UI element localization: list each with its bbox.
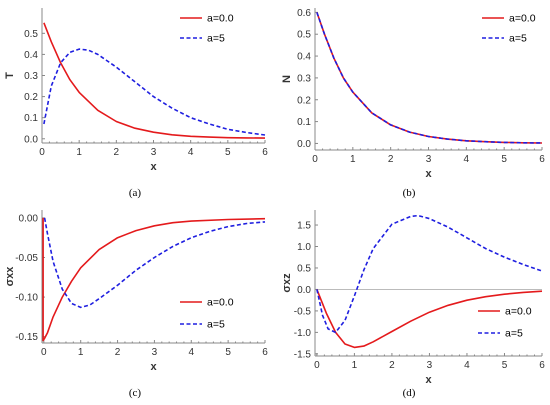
y-tick-label: 0.1 [24, 113, 38, 124]
y-tick-label: 0.1 [297, 117, 311, 128]
x-tick-label: 3 [152, 347, 158, 358]
series-line-a0 [43, 22, 266, 139]
x-axis-label: x [425, 168, 432, 180]
series-line-a5 [316, 214, 543, 334]
y-axis-label: σxx [4, 266, 16, 287]
legend-label: a=0.0 [509, 13, 536, 25]
y-tick-label: -0.05 [15, 253, 38, 264]
x-tick-label: 4 [464, 360, 470, 371]
x-tick-label: 6 [539, 360, 545, 371]
x-tick-label: 0 [41, 347, 47, 358]
chart-panel-b: 0 1 2 3 4 5 6 0.0 0.1 0.2 0.3 0.4 0.5 0.6 x Na=0.0 a=5 (b… [281, 8, 545, 199]
x-tick-label: 2 [389, 360, 395, 371]
y-tick-label: 0.3 [24, 71, 38, 82]
x-tick-label: 0 [314, 360, 320, 371]
chart-panel-a: 0 1 2 3 4 5 6 0.0 0.1 0.2 0.3 0.4 0.5 x Ta=0.0 a=5 (a) [4, 8, 268, 199]
x-tick-label: 0 [312, 154, 318, 165]
y-tick-label: 0.5 [297, 30, 311, 41]
x-tick-label: 1 [76, 147, 82, 158]
x-tick-label: 1 [352, 360, 358, 371]
x-tick-label: 3 [427, 360, 433, 371]
legend-label: a=0.0 [207, 13, 234, 25]
y-tick-label: 0.0 [297, 285, 311, 296]
y-tick-label: -1.5 [294, 349, 312, 360]
y-tick-label: 0.0 [297, 139, 311, 150]
y-tick-label: 0.00 [19, 213, 39, 224]
legend-label: a=5 [505, 328, 523, 340]
y-tick-label: -1.0 [294, 328, 312, 339]
x-tick-label: 0 [39, 147, 45, 158]
panel-caption: (b) [403, 187, 416, 199]
y-tick-label: 0.3 [297, 73, 311, 84]
x-axis-label: x [425, 374, 432, 386]
x-tick-label: 6 [539, 154, 545, 165]
panel-caption: (d) [403, 387, 416, 399]
y-tick-label: 0.2 [297, 95, 311, 106]
x-tick-label: 3 [426, 154, 432, 165]
x-tick-label: 6 [262, 147, 268, 158]
legend-label: a=5 [207, 33, 225, 45]
x-tick-label: 4 [464, 154, 470, 165]
x-tick-label: 6 [262, 347, 268, 358]
y-tick-label: 0.0 [24, 134, 38, 145]
panel-caption: (a) [129, 187, 142, 199]
x-tick-label: 1 [78, 347, 84, 358]
series-line-a5 [43, 48, 266, 136]
y-tick-label: 1.0 [297, 242, 311, 253]
y-tick-label: 0.5 [24, 29, 38, 40]
y-axis-label: N [281, 75, 293, 83]
x-tick-label: 2 [114, 147, 120, 158]
series-line-a5 [316, 12, 543, 144]
chart-panel-c: 0 1 2 3 4 5 6 0.00 -0.05 -0.10 -0.15 x σxx a=0.0 a=5 (c… [4, 210, 268, 399]
legend-label: a=0.0 [207, 297, 234, 309]
x-axis-label: x [150, 361, 157, 373]
y-tick-label: -0.15 [15, 332, 38, 343]
y-axis-label: σxz [281, 273, 293, 293]
x-tick-label: 5 [501, 154, 507, 165]
x-tick-label: 3 [151, 147, 157, 158]
y-tick-label: 1.5 [297, 221, 311, 232]
x-tick-label: 1 [350, 154, 356, 165]
panel-caption: (c) [129, 387, 142, 399]
x-tick-label: 2 [115, 347, 121, 358]
series-line-a0 [42, 217, 266, 342]
series-line-a0 [316, 289, 543, 349]
y-tick-label: 0.5 [297, 263, 311, 274]
y-tick-label: 0.2 [24, 92, 38, 103]
x-tick-label: 2 [388, 154, 394, 165]
x-axis-label: x [150, 161, 157, 173]
x-tick-label: 5 [225, 147, 231, 158]
y-tick-label: 0.4 [297, 52, 311, 63]
y-axis-label: T [4, 72, 16, 79]
x-tick-label: 4 [188, 347, 194, 358]
y-tick-label: -0.5 [294, 306, 312, 317]
y-tick-label: 0.6 [297, 8, 311, 19]
x-tick-label: 5 [225, 347, 231, 358]
y-tick-label: 0.4 [24, 50, 38, 61]
x-tick-label: 4 [188, 147, 194, 158]
legend-label: a=5 [509, 33, 527, 45]
legend-label: a=5 [207, 319, 225, 331]
series-line-a5 [43, 217, 266, 309]
y-tick-label: -0.10 [15, 293, 38, 304]
x-tick-label: 5 [502, 360, 508, 371]
chart-panel-d: 0 1 2 3 4 5 6 1.5 1.0 0.5 0.0 -0.5 -1.0 -1.5 x σxz a=0.0… [281, 210, 545, 399]
legend-label: a=0.0 [505, 306, 532, 318]
